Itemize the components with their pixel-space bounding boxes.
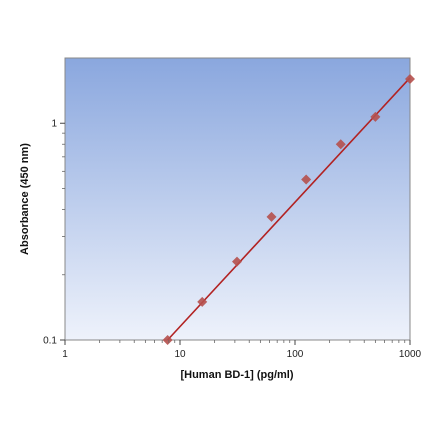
- data-point: [405, 74, 415, 85]
- x-axis: 1 10 100 1000: [62, 340, 422, 360]
- fit-line: [167, 77, 411, 341]
- data-point: [335, 139, 346, 150]
- data-point: [231, 256, 242, 267]
- data-point: [370, 111, 381, 122]
- y-axis-title: Absorbance (450 nm): [19, 143, 31, 255]
- x-tick-label: 100: [287, 349, 304, 360]
- x-tick-label: 1000: [399, 349, 422, 360]
- data-point: [197, 296, 208, 307]
- x-axis-title: [Human BD-1] (pg/ml): [180, 369, 293, 381]
- data-point: [162, 335, 173, 345]
- data-point: [266, 211, 277, 222]
- data-points-layer: [162, 74, 415, 345]
- x-tick-label: 1: [62, 349, 68, 360]
- data-point: [301, 174, 312, 185]
- y-tick-label: 0.1: [43, 336, 57, 347]
- x-tick-label: 10: [174, 349, 186, 360]
- fit-line-layer: [167, 77, 411, 341]
- y-tick-label: 1: [51, 119, 57, 130]
- y-axis: 0.11: [43, 119, 65, 347]
- plot-area: [64, 57, 411, 341]
